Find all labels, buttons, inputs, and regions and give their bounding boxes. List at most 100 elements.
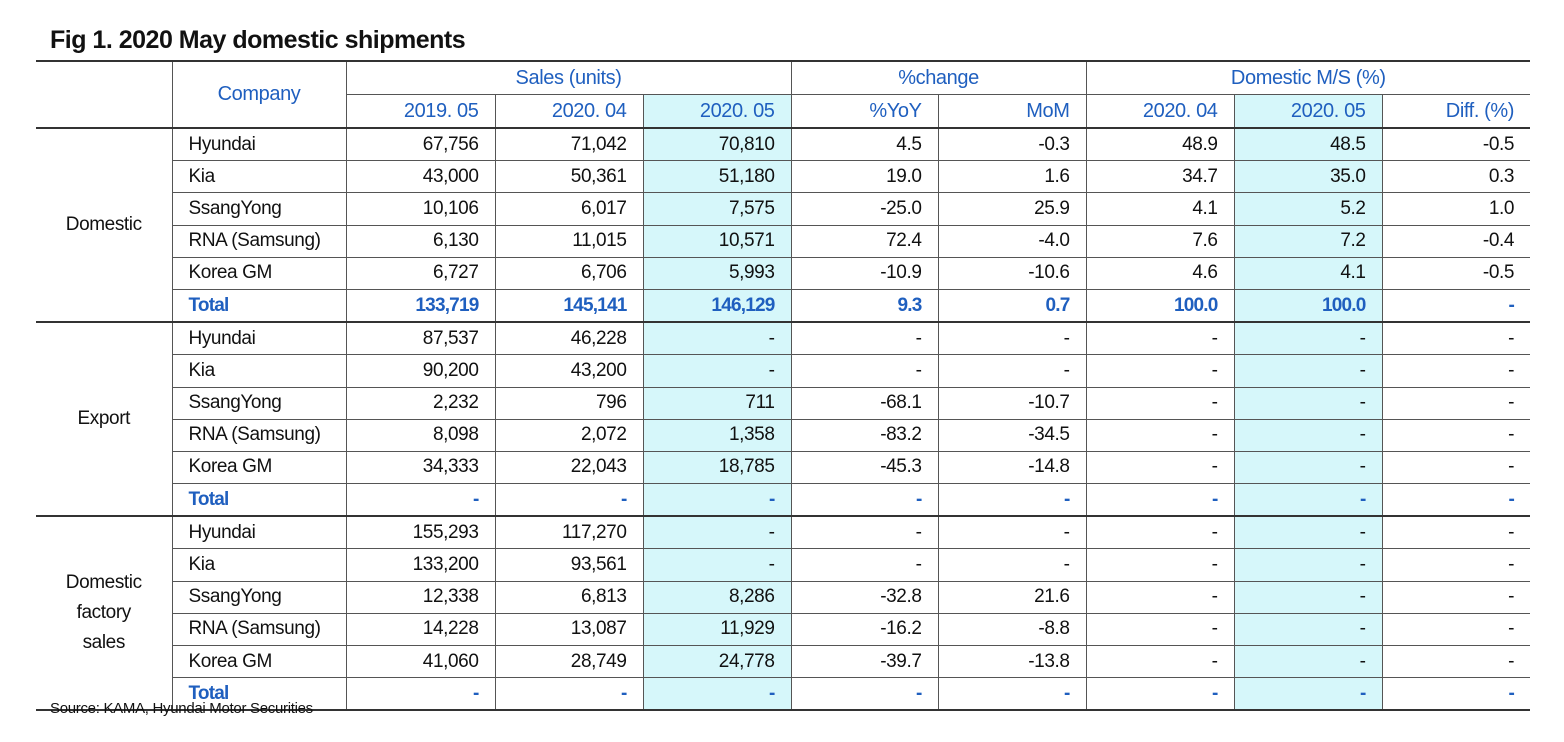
section-label: Domestic factory sales — [36, 516, 172, 712]
value-cell: - — [1085, 677, 1235, 712]
value-cell: - — [1233, 354, 1383, 388]
value-cell: - — [1085, 613, 1235, 647]
value-cell: - — [1381, 289, 1531, 324]
value-cell: - — [1085, 419, 1235, 452]
value-cell: - — [1085, 451, 1235, 485]
value-cell: - — [937, 322, 1087, 356]
source-note: Source: KAMA, Hyundai Motor Securities — [50, 700, 313, 717]
value-cell: - — [642, 322, 792, 356]
shipments-table: Company Sales (units) %change Domestic M… — [36, 60, 1531, 712]
value-cell: - — [345, 677, 495, 712]
header-col-sales-2019-05: 2019. 05 — [345, 94, 495, 129]
value-cell: - — [642, 516, 792, 550]
table-row: Korea GM 6,727 6,706 5,993 -10.9 -10.6 4.6 4.1-… — [36, 257, 1531, 290]
value-cell: - — [1233, 645, 1383, 679]
company-name: Total — [171, 289, 346, 324]
value-cell: - — [937, 548, 1087, 582]
table-row: RNA (Samsung) 8,098 2,072 1,358 -83.2 -34.5- -… — [36, 419, 1531, 452]
value-cell: 11,929 — [642, 613, 792, 647]
value-cell: - — [1233, 613, 1383, 647]
value-cell: - — [1085, 516, 1235, 550]
value-cell: - — [1233, 387, 1383, 420]
value-cell: 48.9 — [1085, 128, 1235, 162]
header-group-ms: Domestic M/S (%) — [1085, 60, 1531, 95]
section-label: Export — [36, 322, 172, 518]
value-cell: -39.7 — [790, 645, 939, 679]
value-cell: - — [1381, 451, 1531, 485]
value-cell: 0.7 — [937, 289, 1087, 324]
value-cell: -16.2 — [790, 613, 939, 647]
company-name: SsangYong — [171, 581, 346, 614]
header-group-change: %change — [790, 60, 1087, 95]
value-cell: -83.2 — [790, 419, 939, 452]
value-cell: 12,338 — [345, 581, 495, 614]
value-cell: 22,043 — [494, 451, 643, 485]
section-label: Domestic — [36, 128, 172, 324]
value-cell: - — [1233, 322, 1383, 356]
header-corner — [36, 60, 172, 129]
value-cell: 7.2 — [1233, 225, 1383, 258]
value-cell: 9.3 — [790, 289, 939, 324]
value-cell: - — [1381, 581, 1531, 614]
value-cell: 10,106 — [345, 192, 495, 226]
value-cell: - — [1085, 645, 1235, 679]
value-cell: 34,333 — [345, 451, 495, 485]
header-col-yoy: %YoY — [790, 94, 939, 129]
table-row: Domestic factory sales Hyundai 155,293 117,… — [36, 516, 1531, 712]
value-cell: - — [1381, 613, 1531, 647]
value-cell: 133,200 — [345, 548, 495, 582]
value-cell: 2,072 — [494, 419, 643, 452]
company-name: Total — [171, 483, 346, 518]
value-cell: 7,575 — [642, 192, 792, 226]
value-cell: 1.6 — [937, 160, 1087, 194]
table-row: Domestic Hyundai 67,756 71,042 70,810 4.5 -0.3… — [36, 128, 1531, 324]
header-col-diff: Diff. (%) — [1381, 94, 1531, 129]
value-cell: - — [1381, 387, 1531, 420]
value-cell: - — [1381, 677, 1531, 712]
table-row: Export Hyundai 87,537 46,228- - - - - - — [36, 322, 1531, 518]
value-cell: - — [1233, 677, 1383, 712]
value-cell: - — [642, 677, 792, 712]
value-cell: -10.6 — [937, 257, 1087, 290]
value-cell: - — [1233, 548, 1383, 582]
value-cell: - — [1233, 516, 1383, 550]
value-cell: 28,749 — [494, 645, 643, 679]
value-cell: 1,358 — [642, 419, 792, 452]
value-cell: - — [1085, 548, 1235, 582]
value-cell: 35.0 — [1233, 160, 1383, 194]
value-cell: 155,293 — [345, 516, 495, 550]
value-cell: -0.5 — [1381, 257, 1531, 290]
table-total-row: Total - - - - - - - - — [36, 677, 1531, 712]
value-cell: - — [345, 483, 495, 518]
value-cell: - — [1085, 387, 1235, 420]
value-cell: - — [1233, 419, 1383, 452]
company-name: Korea GM — [171, 645, 346, 679]
value-cell: 48.5 — [1233, 128, 1383, 162]
value-cell: -10.7 — [937, 387, 1087, 420]
value-cell: 13,087 — [494, 613, 643, 647]
company-name: RNA (Samsung) — [171, 613, 346, 647]
value-cell: -45.3 — [790, 451, 939, 485]
value-cell: 21.6 — [937, 581, 1087, 614]
header-group-sales: Sales (units) — [345, 60, 792, 95]
value-cell: - — [1085, 581, 1235, 614]
value-cell: 10,571 — [642, 225, 792, 258]
table-row: SsangYong 12,338 6,813 8,286 -32.8 21.6- - - — [36, 581, 1531, 614]
value-cell: -34.5 — [937, 419, 1087, 452]
value-cell: - — [1085, 322, 1235, 356]
value-cell: 6,813 — [494, 581, 643, 614]
value-cell: - — [937, 516, 1087, 550]
value-cell: 5.2 — [1233, 192, 1383, 226]
table-row: Kia 90,200 43,200- - - - - - — [36, 354, 1531, 388]
value-cell: 8,098 — [345, 419, 495, 452]
page-title: Fig 1. 2020 May domestic shipments — [50, 26, 466, 54]
value-cell: 1.0 — [1381, 192, 1531, 226]
table-row: Kia 133,200 93,561- - - - - - — [36, 548, 1531, 582]
value-cell: - — [494, 677, 643, 712]
value-cell: 796 — [494, 387, 643, 420]
value-cell: -10.9 — [790, 257, 939, 290]
value-cell: -0.4 — [1381, 225, 1531, 258]
value-cell: 100.0 — [1085, 289, 1235, 324]
value-cell: - — [1381, 354, 1531, 388]
value-cell: 24,778 — [642, 645, 792, 679]
